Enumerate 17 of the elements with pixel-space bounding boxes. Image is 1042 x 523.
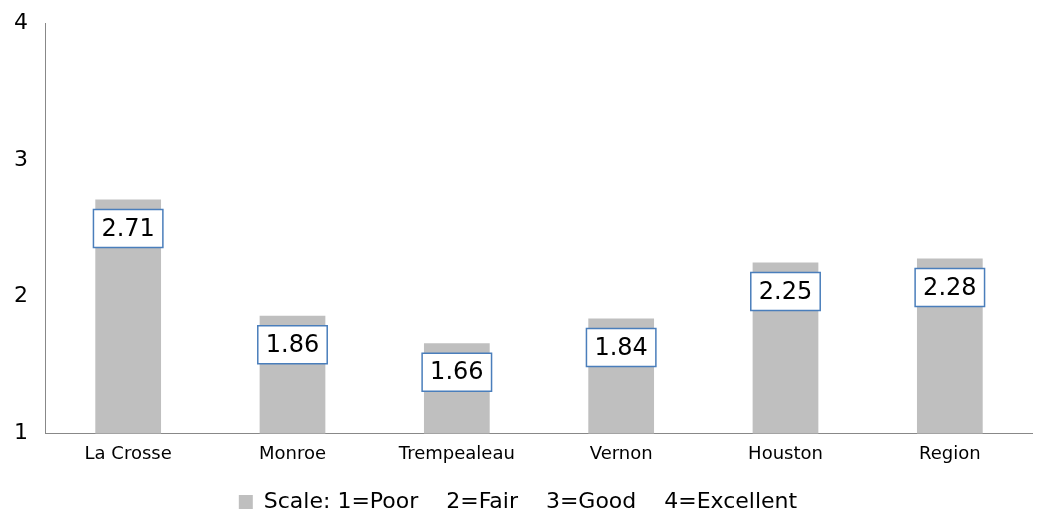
x-tick-label: La Crosse bbox=[84, 441, 172, 463]
data-label: 2.28 bbox=[923, 272, 977, 301]
x-tick-label: Region bbox=[919, 441, 981, 463]
data-label: 1.86 bbox=[265, 330, 320, 359]
data-label: 1.84 bbox=[594, 332, 648, 361]
x-tick-label: Monroe bbox=[258, 441, 327, 463]
legend-label: Scale: 1=Poor 2=Fair 3=Good 4=Excellent bbox=[263, 487, 798, 513]
y-tick-label: 3 bbox=[14, 145, 28, 171]
x-tick-label: Vernon bbox=[589, 441, 653, 463]
data-label: 2.25 bbox=[758, 276, 813, 305]
y-tick-label: 1 bbox=[14, 419, 28, 445]
y-tick-label: 4 bbox=[14, 8, 28, 34]
data-label: 2.71 bbox=[101, 213, 155, 242]
y-tick-label: 2 bbox=[14, 282, 28, 308]
x-tick-label: Trempealeau bbox=[397, 441, 515, 463]
data-label: 1.66 bbox=[430, 357, 484, 386]
x-tick-label: Houston bbox=[748, 441, 823, 463]
